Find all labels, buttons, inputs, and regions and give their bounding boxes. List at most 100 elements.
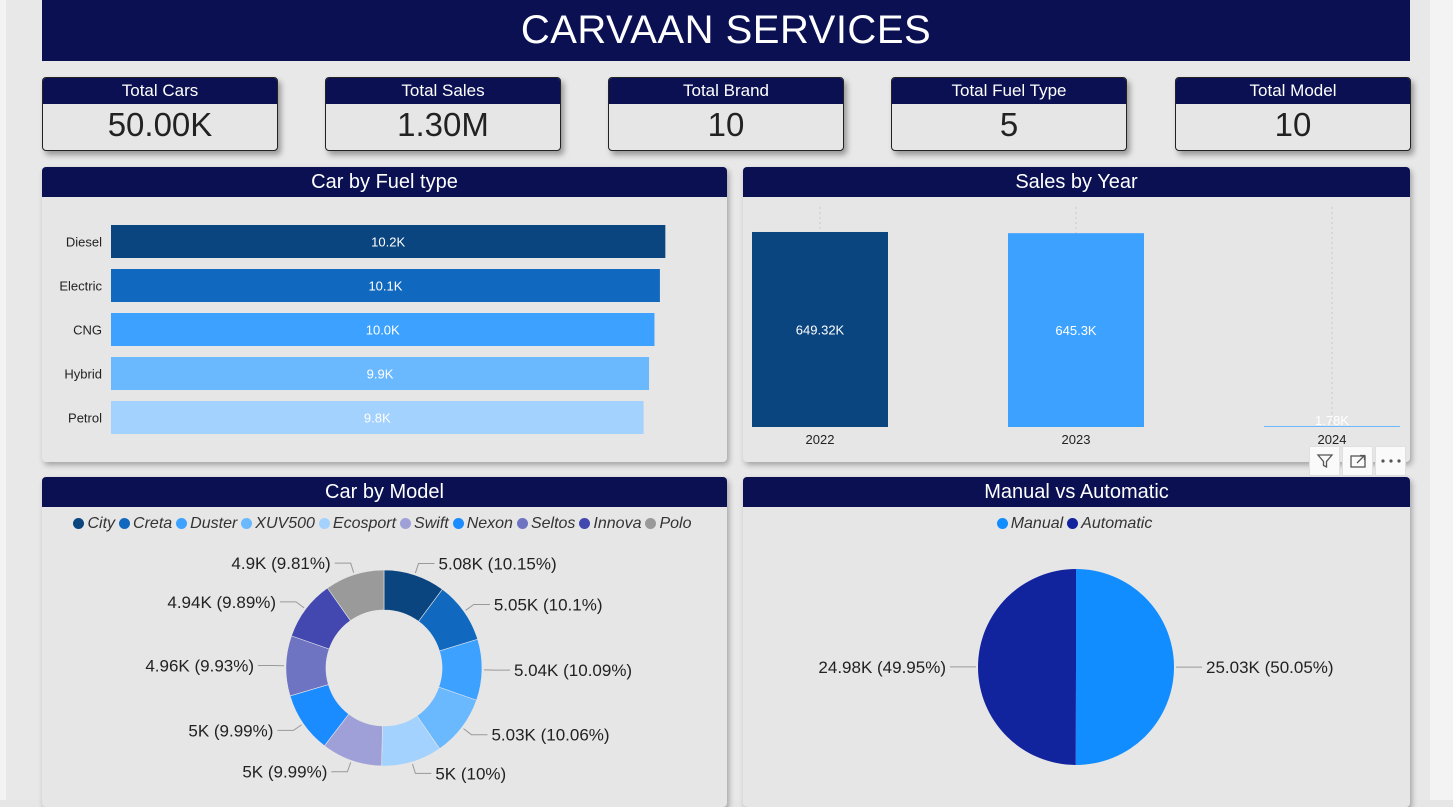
category-tick-label: Electric: [59, 279, 102, 294]
leader-line: [415, 564, 434, 573]
kpi-label: Total Cars: [43, 78, 277, 104]
data-label: 25.03K (50.05%): [1206, 658, 1334, 677]
panel-title: Car by Model: [42, 477, 727, 507]
legend-label: Nexon: [467, 515, 513, 532]
leader-line: [464, 729, 488, 735]
slice[interactable]: [1076, 569, 1174, 765]
transmission-chart-panel[interactable]: 25.03K (50.05%) 24.98K (49.95%) Manual vs…: [743, 477, 1410, 807]
legend-item[interactable]: Swift: [400, 515, 449, 532]
legend-item[interactable]: Manual: [997, 515, 1063, 532]
legend-label: Creta: [133, 515, 172, 532]
kpi-label: Total Fuel Type: [892, 78, 1126, 104]
legend-item[interactable]: Polo: [645, 515, 691, 532]
legend-label: Swift: [414, 515, 449, 532]
leader-line: [277, 725, 301, 731]
data-label: 5K (9.99%): [242, 763, 327, 782]
panel-title: Car by Fuel type: [42, 167, 727, 197]
kpi-label: Total Sales: [326, 78, 560, 104]
data-label: 5K (9.99%): [188, 721, 273, 740]
leader-line: [280, 602, 304, 608]
legend-swatch: [997, 518, 1008, 529]
legend-item[interactable]: Automatic: [1067, 515, 1152, 532]
visual-header-toolbar: [1309, 446, 1409, 476]
page-margin-right: [1430, 0, 1453, 800]
panel-title: Manual vs Automatic: [743, 477, 1410, 507]
data-label: 10.2K: [371, 235, 405, 250]
legend-swatch: [645, 518, 656, 529]
legend-label: Duster: [190, 515, 237, 532]
kpi-value: 10: [1176, 104, 1410, 146]
data-label: 5.05K (10.1%): [494, 596, 603, 615]
legend-swatch: [517, 518, 528, 529]
focus-mode-icon[interactable]: [1342, 446, 1373, 476]
legend-swatch: [241, 518, 252, 529]
legend-item[interactable]: Duster: [176, 515, 237, 532]
data-label: 10.1K: [368, 279, 402, 294]
data-label: 649.32K: [796, 322, 845, 337]
legend-item[interactable]: Nexon: [453, 515, 513, 532]
legend-item[interactable]: Seltos: [517, 515, 575, 532]
report-title: CARVAAN SERVICES: [42, 0, 1410, 61]
leader-line: [331, 762, 350, 771]
chart-legend: City Creta Duster XUV500 Ecosport Swift Nexon S…: [42, 515, 727, 533]
kpi-card-total-model[interactable]: Total Model 10: [1175, 77, 1411, 151]
page-margin-left: [0, 0, 6, 800]
car-by-model-chart-panel[interactable]: 5.08K (10.15%) 5.05K (10.1%) 5.04K (10.09%…: [42, 477, 727, 807]
legend-item[interactable]: Creta: [119, 515, 172, 532]
data-label: 5.03K (10.06%): [491, 726, 609, 745]
data-label: 9.9K: [367, 367, 394, 382]
legend-label: Ecosport: [333, 515, 396, 532]
kpi-value: 50.00K: [43, 104, 277, 146]
legend-swatch: [1067, 518, 1078, 529]
leader-line: [413, 764, 432, 774]
kpi-value: 5: [892, 104, 1126, 146]
leader-line: [466, 605, 490, 611]
data-label: 4.94K (9.89%): [167, 593, 276, 612]
slice[interactable]: [978, 569, 1076, 765]
legend-label: Innova: [593, 515, 641, 532]
legend-label: Automatic: [1081, 515, 1152, 532]
legend-swatch: [579, 518, 590, 529]
data-label: 5K (10%): [435, 764, 506, 783]
legend-swatch: [319, 518, 330, 529]
kpi-value: 1.30M: [326, 104, 560, 146]
kpi-card-total-fuel-type[interactable]: Total Fuel Type 5: [891, 77, 1127, 151]
legend-item[interactable]: City: [73, 515, 115, 532]
more-options-icon[interactable]: [1375, 446, 1406, 476]
data-label: 24.98K (49.95%): [818, 658, 946, 677]
chart-legend: Manual Automatic: [743, 515, 1410, 533]
data-label: 10.0K: [366, 323, 400, 338]
legend-item[interactable]: Ecosport: [319, 515, 396, 532]
kpi-card-total-cars[interactable]: Total Cars 50.00K: [42, 77, 278, 151]
category-tick-label: 2024: [1318, 432, 1347, 447]
category-tick-label: Petrol: [68, 411, 102, 426]
legend-swatch: [119, 518, 130, 529]
data-label: 5.08K (10.15%): [439, 555, 557, 574]
legend-swatch: [73, 518, 84, 529]
kpi-label: Total Brand: [609, 78, 843, 104]
kpi-label: Total Model: [1176, 78, 1410, 104]
data-label: 4.9K (9.81%): [231, 554, 330, 573]
legend-item[interactable]: Innova: [579, 515, 641, 532]
leader-line: [335, 563, 354, 573]
legend-label: Seltos: [531, 515, 575, 532]
legend-label: City: [87, 515, 115, 532]
category-tick-label: 2022: [806, 432, 835, 447]
legend-swatch: [400, 518, 411, 529]
legend-item[interactable]: XUV500: [241, 515, 315, 532]
data-label: 1.78K: [1315, 413, 1349, 428]
category-tick-label: 2023: [1062, 432, 1091, 447]
category-tick-label: CNG: [73, 323, 102, 338]
category-tick-label: Diesel: [66, 235, 102, 250]
kpi-card-total-brand[interactable]: Total Brand 10: [608, 77, 844, 151]
filter-icon[interactable]: [1309, 446, 1340, 476]
sales-by-year-bar-chart: 649.32K 2022 645.3K 2023 1.78K 2024: [743, 167, 1410, 462]
legend-label: Polo: [659, 515, 691, 532]
legend-label: XUV500: [255, 515, 315, 532]
legend-swatch: [453, 518, 464, 529]
data-label: 645.3K: [1055, 323, 1097, 338]
kpi-card-total-sales[interactable]: Total Sales 1.30M: [325, 77, 561, 151]
data-label: 5.04K (10.09%): [514, 661, 632, 680]
